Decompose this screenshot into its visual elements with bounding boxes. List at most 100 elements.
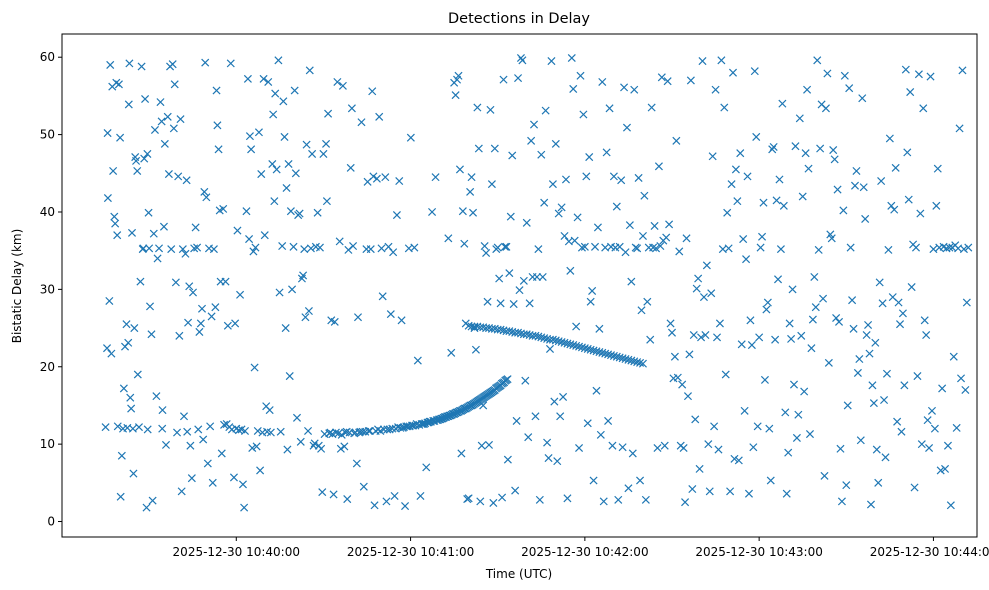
data-point	[592, 347, 601, 356]
data-point	[808, 315, 817, 324]
data-point	[301, 313, 310, 322]
data-point	[259, 74, 268, 83]
data-point	[927, 406, 937, 415]
data-point	[342, 427, 351, 436]
data-point	[638, 359, 647, 368]
data-point	[245, 132, 254, 141]
data-point	[773, 275, 783, 284]
data-point	[803, 85, 812, 94]
data-point	[158, 424, 167, 433]
data-point	[694, 274, 703, 283]
data-point	[272, 165, 281, 174]
data-point	[561, 175, 571, 184]
data-point	[508, 151, 517, 160]
data-point	[537, 150, 546, 159]
data-point	[630, 85, 639, 94]
data-point	[370, 501, 379, 510]
data-point	[681, 498, 690, 507]
data-point	[618, 443, 627, 452]
data-point	[379, 425, 388, 434]
data-point	[807, 344, 816, 353]
data-point	[612, 352, 621, 361]
data-point	[124, 338, 133, 347]
data-point	[496, 325, 505, 334]
data-point	[366, 245, 375, 254]
data-point	[209, 245, 218, 254]
data-point	[877, 177, 886, 186]
data-point	[820, 471, 829, 480]
data-point	[782, 489, 791, 498]
data-point	[257, 170, 266, 179]
data-point	[279, 97, 288, 106]
data-point	[766, 476, 775, 485]
data-point	[254, 128, 263, 137]
data-point	[300, 245, 309, 254]
data-point	[486, 105, 495, 114]
data-point	[675, 247, 684, 256]
data-point	[310, 439, 319, 448]
data-point	[615, 353, 624, 362]
data-point	[744, 489, 754, 498]
data-point	[291, 169, 300, 178]
data-point	[861, 214, 870, 223]
data-point	[956, 374, 966, 383]
data-point	[136, 277, 145, 286]
data-point	[359, 482, 368, 491]
data-point	[679, 443, 688, 453]
data-point	[493, 243, 502, 252]
data-point	[943, 441, 952, 450]
data-point	[156, 98, 165, 107]
data-point	[724, 244, 733, 253]
data-point	[704, 440, 713, 449]
data-point	[540, 198, 549, 207]
data-point	[521, 376, 530, 385]
data-point	[106, 60, 115, 69]
data-point	[759, 198, 768, 207]
data-point	[145, 244, 154, 253]
data-point	[634, 173, 643, 182]
data-point	[789, 380, 799, 389]
data-point	[833, 185, 842, 194]
data-point	[649, 243, 658, 252]
data-point	[457, 449, 466, 458]
data-point	[768, 145, 777, 154]
data-point	[853, 368, 862, 377]
data-point	[845, 84, 854, 93]
data-point	[518, 56, 527, 65]
data-point	[665, 220, 674, 229]
data-point	[343, 495, 352, 504]
data-point	[103, 129, 112, 138]
data-point	[274, 56, 283, 65]
data-point	[171, 278, 180, 287]
data-point	[692, 284, 701, 293]
data-point	[695, 464, 704, 473]
data-point	[531, 331, 540, 340]
data-point	[178, 245, 187, 254]
data-point	[688, 484, 697, 494]
data-point	[505, 269, 514, 278]
data-point	[199, 435, 208, 444]
data-point	[299, 271, 308, 280]
data-point	[848, 296, 857, 305]
data-point	[804, 164, 813, 173]
data-point	[585, 153, 594, 162]
data-point	[111, 219, 120, 228]
data-point	[752, 132, 761, 141]
data-point	[936, 466, 945, 475]
y-axis: 0 10 20 30 40 50 60	[40, 50, 62, 529]
data-point	[781, 408, 790, 417]
data-point	[134, 423, 144, 432]
data-point	[318, 488, 327, 497]
data-point	[512, 416, 521, 425]
data-point	[907, 283, 916, 292]
data-point	[194, 425, 203, 434]
data-point	[604, 416, 613, 425]
data-point	[169, 124, 178, 133]
data-point	[917, 440, 926, 449]
data-point	[304, 426, 313, 436]
data-point	[515, 286, 524, 295]
data-point	[101, 423, 110, 432]
data-point	[206, 422, 215, 431]
data-point	[103, 194, 112, 203]
data-point	[633, 358, 642, 367]
